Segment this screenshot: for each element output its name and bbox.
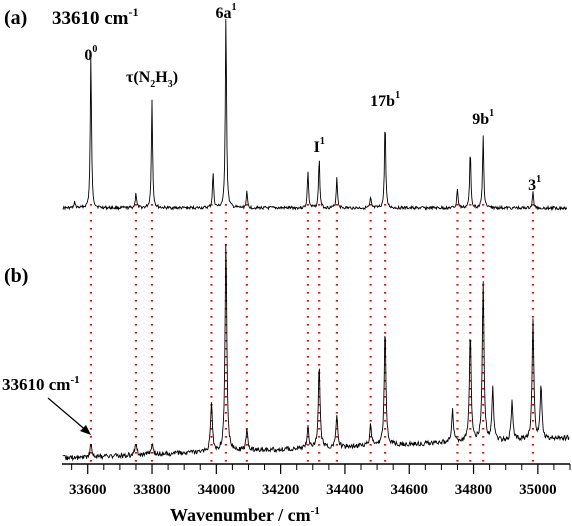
panel-a-energy-annotation: 33610 cm-1	[52, 5, 139, 29]
x-axis-ticks: 33600 33800 34000 34200 34400 34600 34800 35000	[69, 464, 571, 498]
tick-label-34600: 34600	[390, 482, 428, 498]
tick-label-34400: 34400	[326, 482, 364, 498]
tick-label-34000: 34000	[198, 482, 236, 498]
spectrum-trace-a	[62, 18, 568, 211]
tick-label-34200: 34200	[262, 482, 300, 498]
panel-a-label: (a)	[4, 7, 27, 29]
peak-labels: 00 τ(N2H3) 6a1 I1 17b1 9b1 31	[84, 2, 541, 194]
peak-label: 31	[528, 174, 541, 194]
spectrum-line-b	[62, 244, 570, 462]
spectrum-line-a	[62, 18, 568, 211]
peak-label: 00	[84, 44, 97, 64]
tick-label-33600: 33600	[69, 482, 107, 498]
peak-label: 6a1	[215, 2, 236, 22]
panel-b-label: (b)	[4, 265, 28, 287]
tick-label-34800: 34800	[455, 482, 493, 498]
peak-label: I1	[314, 136, 325, 156]
spectrum-trace-b	[62, 244, 570, 462]
tick-label-35000: 35000	[519, 482, 557, 498]
x-axis-title: Wavenumber / cm-1	[170, 505, 320, 525]
panel-b-energy-annotation: 33610 cm-1	[2, 374, 80, 394]
dotted-guides	[89, 204, 535, 462]
peak-label: 17b1	[370, 90, 400, 110]
x-axis: 33600 33800 34000 34200 34400 34600 34800 35000	[62, 463, 571, 498]
peak-label: 9b1	[472, 108, 494, 128]
peak-label: τ(N2H3)	[126, 69, 178, 90]
origin-arrow	[47, 397, 91, 435]
tick-label-33800: 33800	[133, 482, 171, 498]
